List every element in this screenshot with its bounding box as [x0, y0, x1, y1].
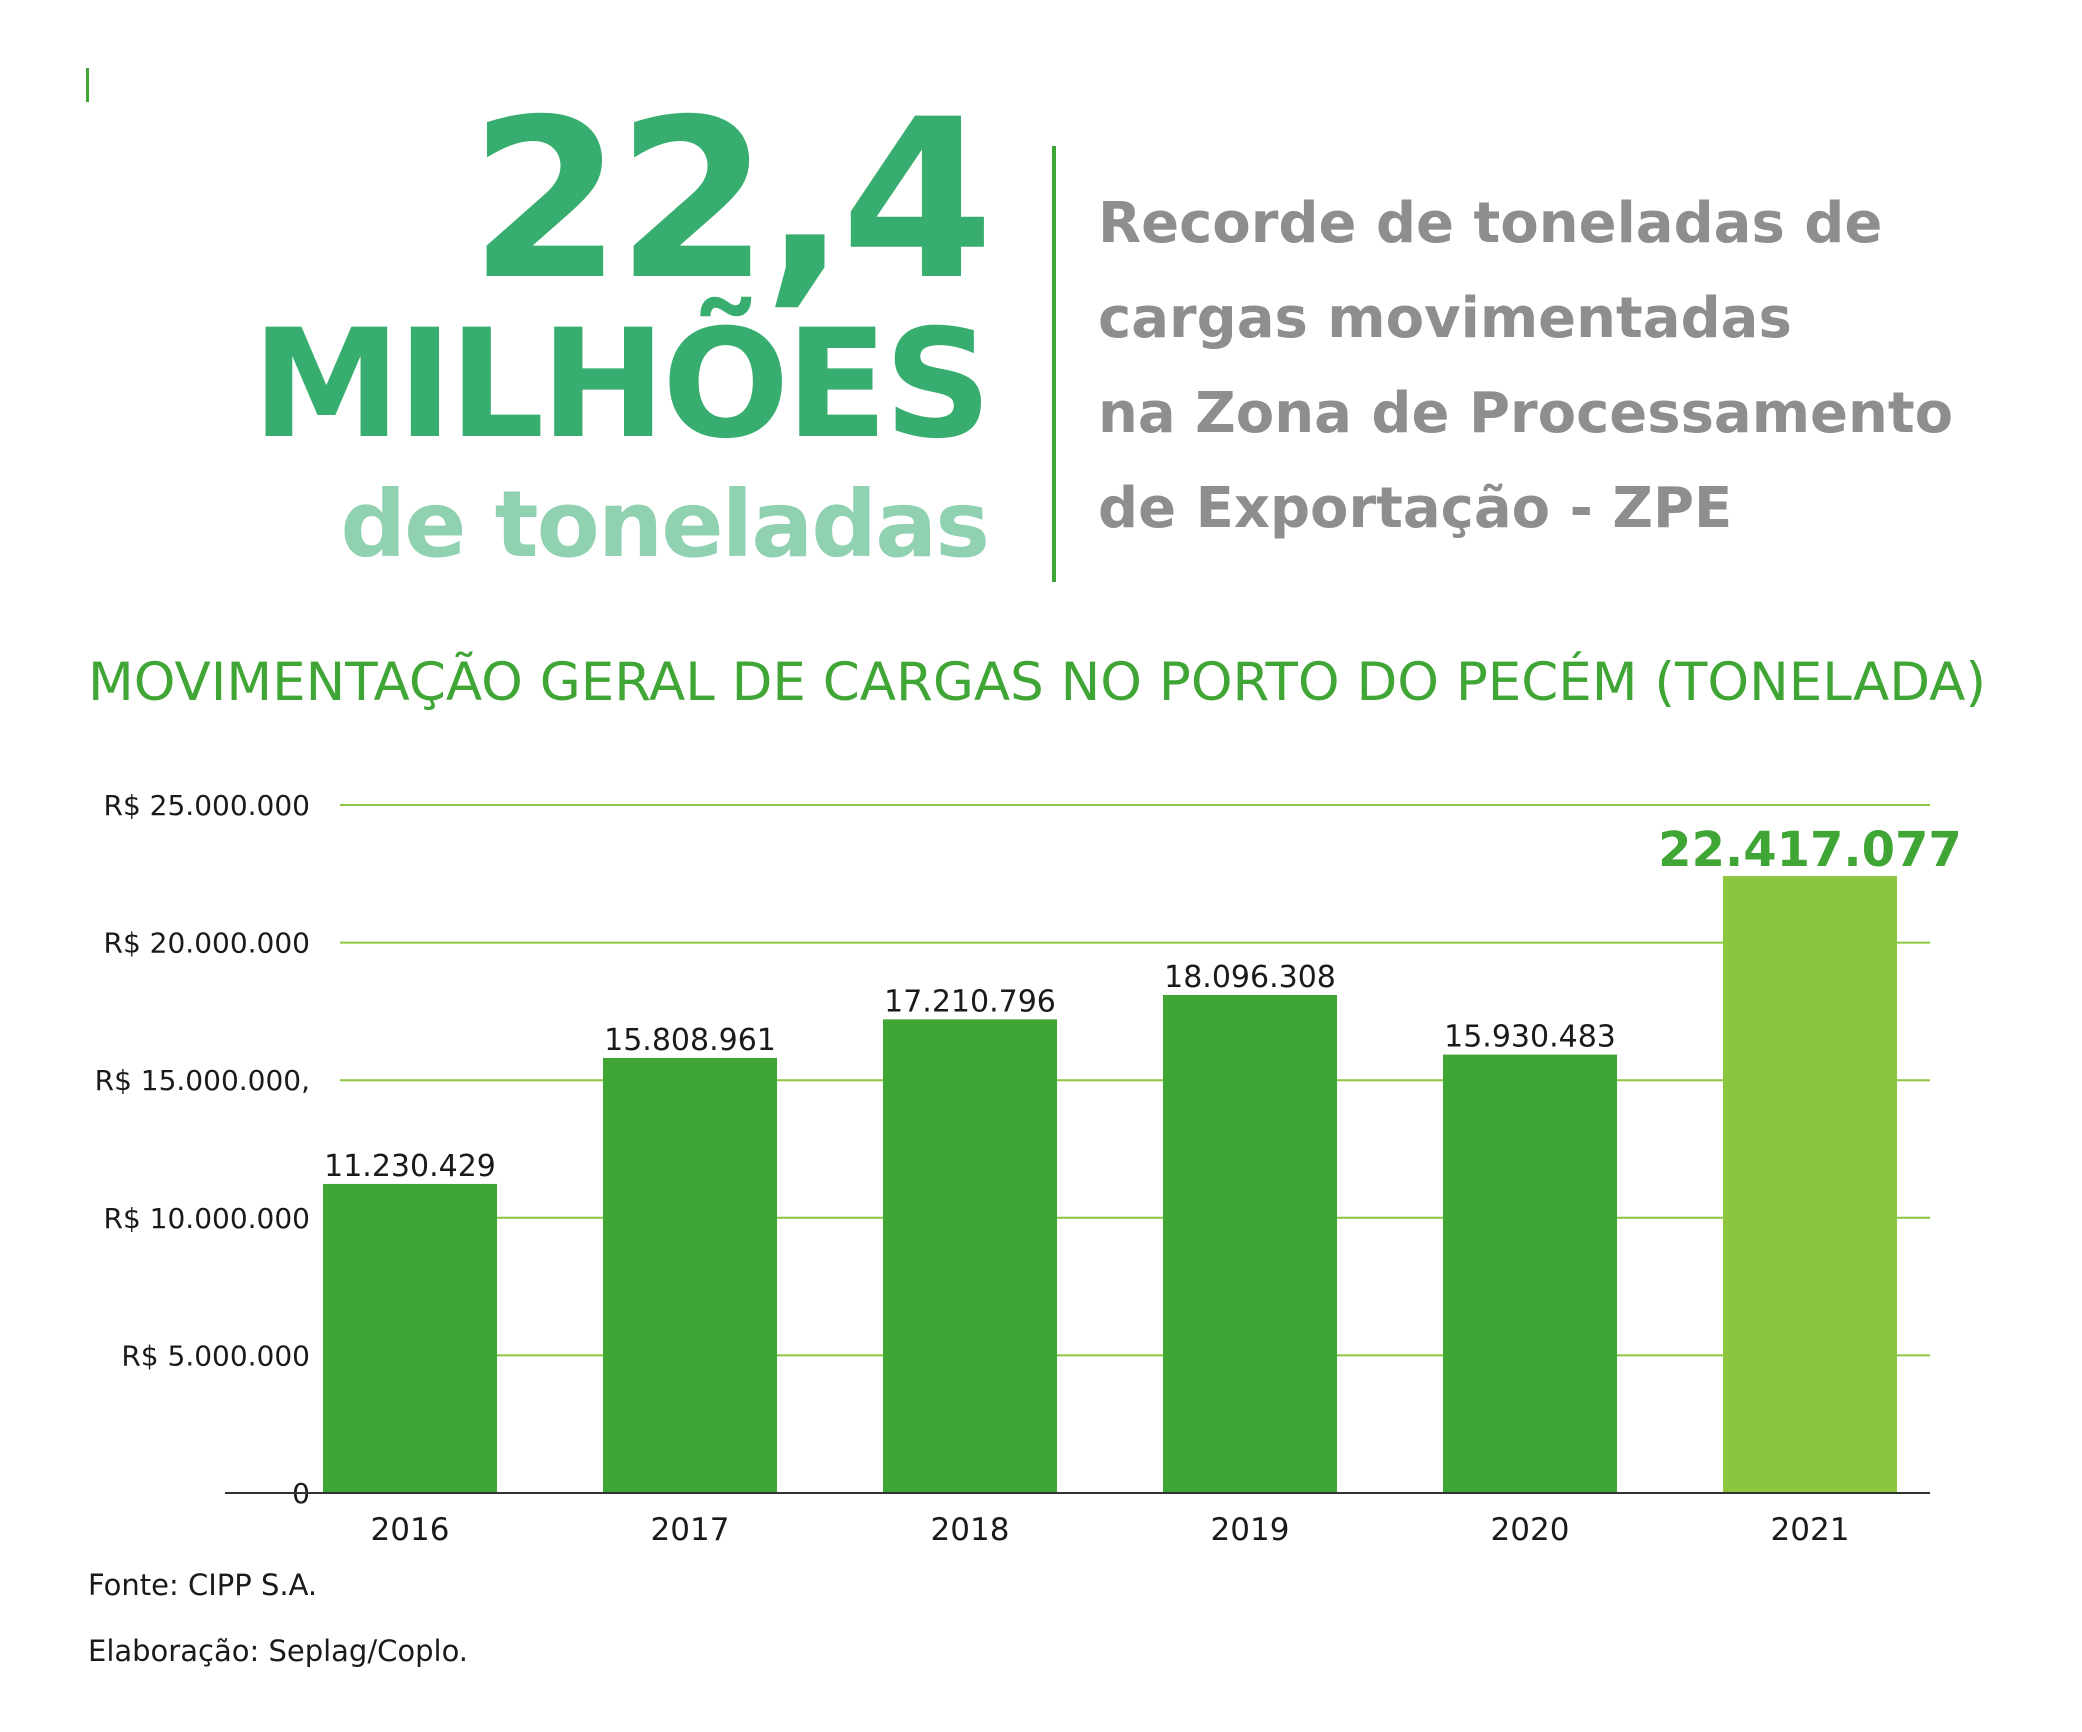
bar: [1723, 876, 1897, 1493]
bar: [1163, 994, 1337, 1493]
x-tick-label: 2016: [371, 1512, 450, 1548]
hero-number: 22,4: [469, 72, 994, 328]
source-note: Fonte: CIPP S.A.: [88, 1568, 318, 1602]
headline-line: na Zona de Processamento: [1098, 381, 1954, 446]
data-label: 15.930.483: [1444, 1020, 1616, 1055]
x-tick-label: 2017: [651, 1512, 730, 1548]
y-tick-label: R$ 25.000.000: [104, 789, 311, 822]
data-label: 15.808.961: [604, 1023, 776, 1058]
corner-mark: [86, 68, 89, 102]
headline-line: cargas movimentadas: [1098, 286, 1792, 351]
data-label: 18.096.308: [1164, 960, 1336, 995]
credit-note: Elaboração: Seplag/Coplo.: [88, 1634, 469, 1668]
chart-title: MOVIMENTAÇÃO GERAL DE CARGAS NO PORTO DO…: [88, 652, 1987, 713]
x-tick-label: 2021: [1771, 1512, 1850, 1548]
y-tick-label: R$ 5.000.000: [121, 1339, 310, 1372]
bar: [603, 1057, 777, 1493]
y-tick-label: R$ 10.000.000: [104, 1202, 311, 1235]
data-label: 11.230.429: [324, 1149, 496, 1184]
data-label: 17.210.796: [884, 984, 1056, 1019]
headline: Recorde de toneladas de cargas movimenta…: [1098, 176, 1998, 556]
hero-unit: MILHÕES: [251, 298, 992, 472]
hero-stat: 22,4 MILHÕES de toneladas: [251, 72, 994, 580]
vertical-divider: [1052, 146, 1056, 582]
headline-line: Recorde de toneladas de: [1098, 191, 1883, 256]
hero-subtitle: de toneladas: [340, 471, 990, 578]
x-tick-label: 2019: [1211, 1512, 1290, 1548]
y-tick-label: R$ 15.000.000,: [95, 1064, 310, 1097]
bar: [323, 1183, 497, 1493]
x-tick-label: 2020: [1491, 1512, 1570, 1548]
bar: [1443, 1054, 1617, 1493]
y-tick-label: R$ 20.000.000: [104, 927, 311, 960]
data-label: 22.417.077: [1658, 822, 1962, 878]
headline-line: de Exportação - ZPE: [1098, 476, 1733, 541]
x-tick-label: 2018: [931, 1512, 1010, 1548]
bar: [883, 1019, 1057, 1493]
